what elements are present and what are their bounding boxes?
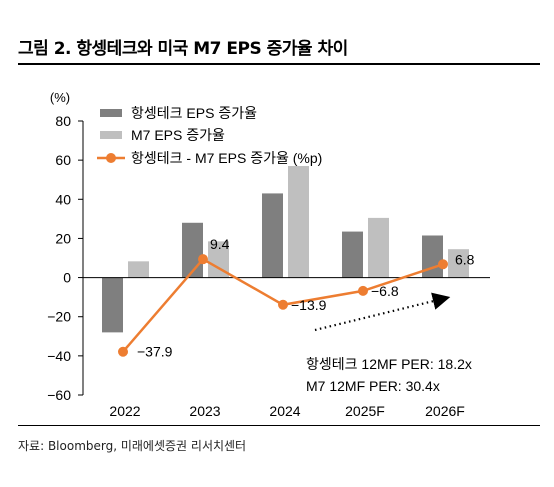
y-tick-label: 40 (55, 191, 71, 207)
trend-arrow (314, 292, 451, 332)
bar-hstech-2022 (102, 277, 123, 333)
y-tick-label: −40 (47, 348, 71, 364)
bar-m7-2026F (448, 249, 469, 278)
y-tick-label: 60 (55, 152, 71, 168)
x-tick-label: 2024 (269, 403, 300, 419)
bar-hstech-2024 (262, 193, 283, 278)
title-rule (18, 63, 540, 65)
bar-m7-2023 (208, 241, 229, 278)
legend-label-0: 항셍테크 EPS 증가율 (131, 105, 257, 121)
y-tick-label: −60 (47, 387, 71, 403)
legend-swatch-0 (100, 109, 122, 117)
x-tick-label: 2023 (189, 403, 220, 419)
per-annotation-1: M7 12MF PER: 30.4x (306, 378, 440, 394)
y-tick-label: −20 (47, 309, 71, 325)
source-note: 자료: Bloomberg, 미래에셋증권 리서치센터 (18, 439, 247, 453)
chart-title: 그림 2. 항셍테크와 미국 M7 EPS 증가율 차이 (18, 39, 348, 59)
bar-m7-2022 (128, 261, 149, 278)
x-tick-label: 2026F (425, 403, 465, 419)
y-tick-label: 0 (63, 270, 71, 286)
legend-marker-2 (106, 153, 116, 163)
line-point-2024 (278, 299, 288, 310)
data-label-2024: −13.9 (291, 297, 327, 313)
legend-label-1: M7 EPS 증가율 (131, 127, 225, 143)
data-label-2023: 9.4 (210, 236, 230, 252)
y-unit-label: (%) (50, 90, 70, 105)
legend-label-2: 항셍테크 - M7 EPS 증가율 (%p) (131, 150, 322, 166)
bar-hstech-2023 (182, 222, 203, 278)
bar-hstech-2025F (342, 231, 363, 278)
per-annotation-0: 항셍테크 12MF PER: 18.2x (306, 356, 472, 372)
line-point-2022 (118, 346, 128, 357)
line-point-2023 (198, 254, 208, 265)
line-point-2026F (438, 259, 448, 270)
data-label-2026F: 6.8 (455, 251, 475, 267)
y-tick-label: 20 (55, 230, 71, 246)
legend-swatch-1 (100, 131, 122, 139)
source-rule (18, 425, 540, 426)
data-label-2025F: −6.8 (371, 283, 399, 299)
line-point-2025F (358, 285, 368, 296)
bar-m7-2024 (288, 166, 309, 278)
x-tick-label: 2022 (109, 403, 140, 419)
data-label-2022: −37.9 (137, 344, 173, 360)
y-tick-label: 80 (55, 113, 71, 129)
x-tick-label: 2025F (345, 403, 385, 419)
bar-m7-2025F (368, 217, 389, 278)
